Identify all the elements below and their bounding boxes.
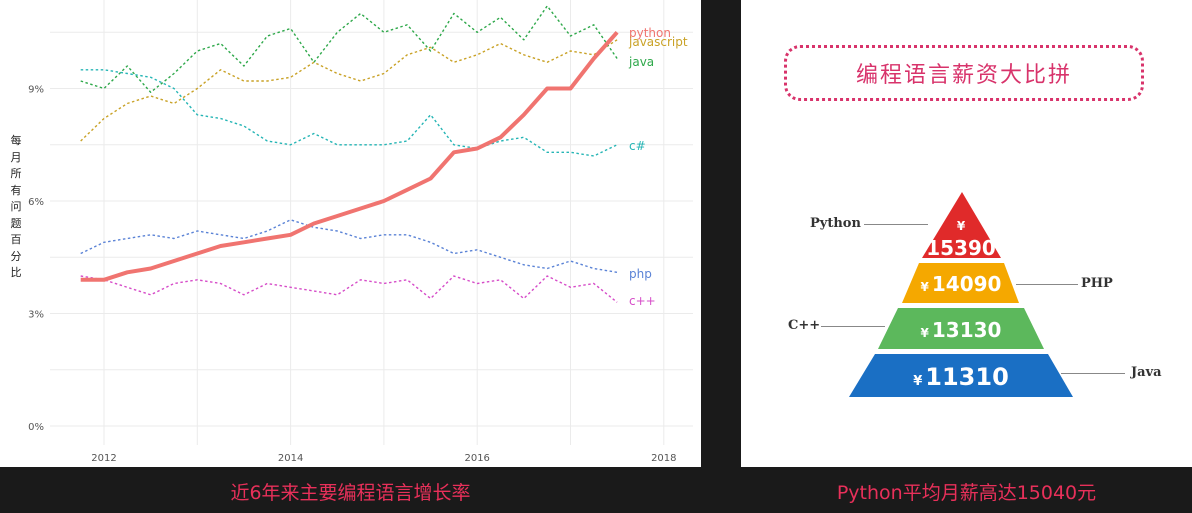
x-axis-ticks: 2012 2014 2016 2018 xyxy=(91,453,676,464)
y-label-char: 题 xyxy=(10,216,22,230)
y-label-char: 分 xyxy=(10,249,22,263)
growth-chart-caption: 近6年来主要编程语言增长率 xyxy=(230,482,471,504)
pyramid-label-python: Python xyxy=(810,216,861,231)
y-tick-label: 0% xyxy=(28,422,44,433)
y-label-char: 百 xyxy=(10,233,22,246)
salary-caption: Python平均月薪高达15040元 xyxy=(836,482,1097,504)
chart-grid xyxy=(50,0,693,445)
salary-title-box: 编程语言薪资大比拼 xyxy=(784,45,1144,101)
y-tick-label: 9% xyxy=(28,85,44,96)
series-line-php xyxy=(80,219,618,273)
series-line-javascript xyxy=(80,39,618,142)
pyramid-tier-php xyxy=(902,263,1019,303)
salary-title: 编程语言薪资大比拼 xyxy=(855,63,1072,88)
y-label-char: 问 xyxy=(10,200,22,213)
line-chart: 0% 3% 6% 9% 2012 2014 2016 2018 pythonjavascri… xyxy=(28,0,693,464)
y-label-char: 比 xyxy=(10,266,22,279)
java-currency-icon: ¥ xyxy=(913,374,922,389)
y-axis-label: 每 月 所 有 问 题 百 分 比 xyxy=(9,133,23,282)
pyramid-tier-python xyxy=(922,192,1001,258)
series-label-python: python xyxy=(629,26,671,40)
series-label-cpp: c++ xyxy=(629,294,656,308)
pyramid-tier-java xyxy=(849,354,1073,397)
series-line-java xyxy=(80,5,618,94)
series-label-java: java xyxy=(628,55,654,69)
y-axis-ticks: 0% 3% 6% 9% xyxy=(28,85,44,434)
salary-panel: 编程语言薪资大比拼 ¥ 15390 ¥14090 ¥13130 ¥11310 P… xyxy=(741,0,1192,467)
python-salary: 15390 xyxy=(926,236,996,260)
pyramid-label-php: PHP xyxy=(1081,276,1113,291)
series-label-csharp: c# xyxy=(629,139,646,153)
java-salary: ¥11310 xyxy=(913,363,1009,391)
leader-line xyxy=(1061,373,1125,374)
chart-series xyxy=(80,5,619,303)
cpp-salary: ¥13130 xyxy=(921,318,1002,342)
y-tick-label: 3% xyxy=(28,310,44,321)
y-label-char: 每 xyxy=(10,134,22,147)
pyramid-tier-cpp xyxy=(878,308,1044,349)
y-label-char: 月 xyxy=(10,150,22,164)
series-line-csharp xyxy=(80,69,618,157)
php-salary: ¥14090 xyxy=(921,272,1002,296)
x-tick-label: 2016 xyxy=(464,453,489,464)
y-label-char: 有 xyxy=(10,183,22,197)
series-label-javascript: javascript xyxy=(628,35,688,49)
python-currency-icon: ¥ xyxy=(957,219,966,233)
x-tick-label: 2018 xyxy=(651,453,676,464)
series-line-python xyxy=(80,30,619,282)
leader-line xyxy=(1016,284,1078,285)
series-line-cpp xyxy=(80,275,618,303)
x-tick-label: 2014 xyxy=(278,453,303,464)
pyramid-label-cpp: C++ xyxy=(788,318,821,333)
php-currency-icon: ¥ xyxy=(921,280,930,294)
series-label-php: php xyxy=(629,267,652,281)
pyramid-label-java: Java xyxy=(1131,365,1162,380)
y-tick-label: 6% xyxy=(28,197,44,208)
leader-line xyxy=(864,224,928,225)
y-label-char: 所 xyxy=(10,167,22,180)
cpp-currency-icon: ¥ xyxy=(921,326,930,340)
growth-chart-panel: 每 月 所 有 问 题 百 分 比 0% 3% 6% 9% 2012 2014 2016 2… xyxy=(0,0,701,467)
x-tick-label: 2012 xyxy=(91,453,116,464)
leader-line xyxy=(821,326,885,327)
salary-pyramid: ¥ 15390 ¥14090 ¥13130 ¥11310 xyxy=(849,192,1073,397)
